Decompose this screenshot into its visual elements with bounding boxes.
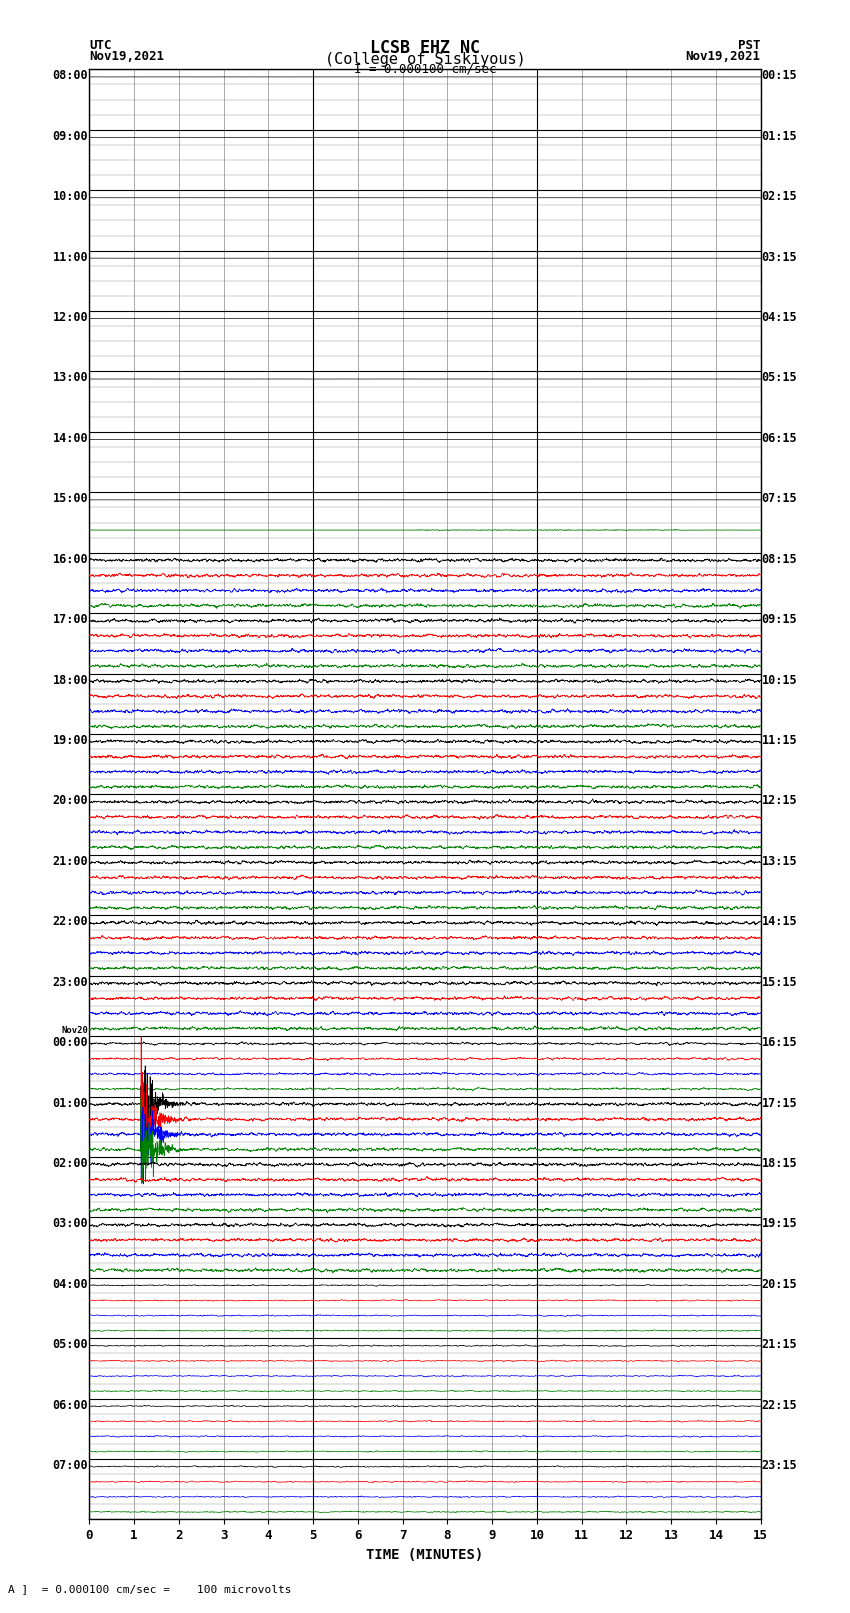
Text: 09:15: 09:15 [762, 613, 797, 626]
Text: 22:15: 22:15 [762, 1398, 797, 1411]
Text: 12:15: 12:15 [762, 795, 797, 808]
Text: A ]  = 0.000100 cm/sec =    100 microvolts: A ] = 0.000100 cm/sec = 100 microvolts [8, 1584, 292, 1594]
Text: 10:00: 10:00 [53, 190, 88, 203]
Text: 13:15: 13:15 [762, 855, 797, 868]
Text: 00:00: 00:00 [53, 1036, 88, 1048]
Text: 00:15: 00:15 [762, 69, 797, 82]
Text: 10:15: 10:15 [762, 674, 797, 687]
Text: 15:00: 15:00 [53, 492, 88, 505]
Text: 23:15: 23:15 [762, 1460, 797, 1473]
Text: 14:15: 14:15 [762, 915, 797, 927]
Text: Nov19,2021: Nov19,2021 [89, 50, 164, 63]
Text: 01:15: 01:15 [762, 129, 797, 144]
Text: 19:15: 19:15 [762, 1218, 797, 1231]
Text: 13:00: 13:00 [53, 371, 88, 384]
Text: 05:00: 05:00 [53, 1339, 88, 1352]
Text: 18:00: 18:00 [53, 674, 88, 687]
Text: 16:15: 16:15 [762, 1036, 797, 1048]
Text: I = 0.000100 cm/sec: I = 0.000100 cm/sec [354, 63, 496, 76]
Text: 17:15: 17:15 [762, 1097, 797, 1110]
Text: 05:15: 05:15 [762, 371, 797, 384]
Text: 20:00: 20:00 [53, 795, 88, 808]
Text: 04:00: 04:00 [53, 1277, 88, 1290]
Text: 11:15: 11:15 [762, 734, 797, 747]
Text: 06:00: 06:00 [53, 1398, 88, 1411]
Text: 21:15: 21:15 [762, 1339, 797, 1352]
Text: 19:00: 19:00 [53, 734, 88, 747]
Text: 08:15: 08:15 [762, 553, 797, 566]
Text: 23:00: 23:00 [53, 976, 88, 989]
Text: 16:00: 16:00 [53, 553, 88, 566]
Text: 01:00: 01:00 [53, 1097, 88, 1110]
Text: 09:00: 09:00 [53, 129, 88, 144]
Text: 15:15: 15:15 [762, 976, 797, 989]
Text: 12:00: 12:00 [53, 311, 88, 324]
Text: (College of Siskiyous): (College of Siskiyous) [325, 52, 525, 66]
Text: 17:00: 17:00 [53, 613, 88, 626]
Text: Nov20: Nov20 [61, 1026, 88, 1036]
Text: 07:00: 07:00 [53, 1460, 88, 1473]
Text: 07:15: 07:15 [762, 492, 797, 505]
Text: UTC: UTC [89, 39, 111, 52]
Text: 22:00: 22:00 [53, 915, 88, 927]
Text: 06:15: 06:15 [762, 432, 797, 445]
Text: 08:00: 08:00 [53, 69, 88, 82]
Text: 03:15: 03:15 [762, 250, 797, 263]
Text: 21:00: 21:00 [53, 855, 88, 868]
Text: 20:15: 20:15 [762, 1277, 797, 1290]
Text: Nov19,2021: Nov19,2021 [686, 50, 761, 63]
Text: 18:15: 18:15 [762, 1157, 797, 1169]
Text: 02:00: 02:00 [53, 1157, 88, 1169]
Text: PST: PST [739, 39, 761, 52]
Text: 04:15: 04:15 [762, 311, 797, 324]
Text: 11:00: 11:00 [53, 250, 88, 263]
Text: 03:00: 03:00 [53, 1218, 88, 1231]
Text: LCSB EHZ NC: LCSB EHZ NC [370, 39, 480, 56]
Text: 14:00: 14:00 [53, 432, 88, 445]
X-axis label: TIME (MINUTES): TIME (MINUTES) [366, 1548, 484, 1561]
Text: 02:15: 02:15 [762, 190, 797, 203]
